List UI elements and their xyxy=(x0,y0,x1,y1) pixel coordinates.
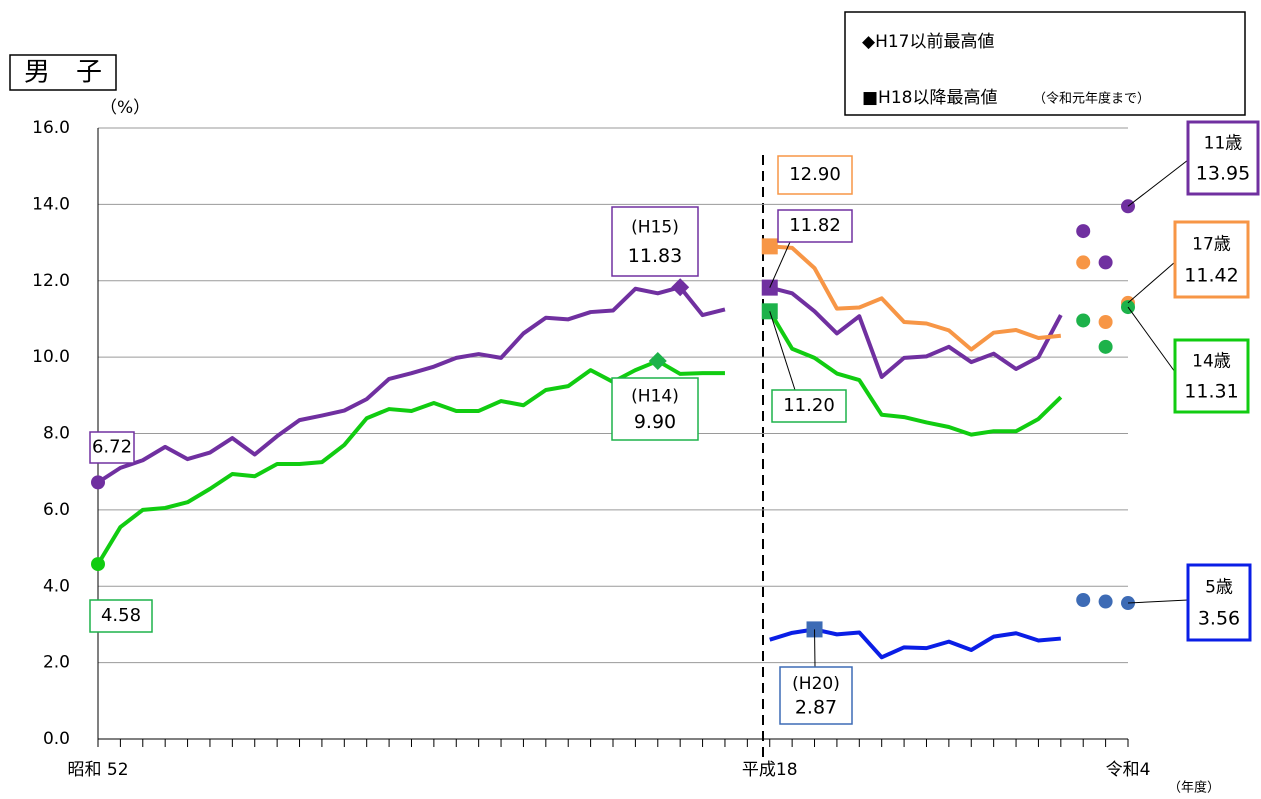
x-tick-label: 昭和 52 xyxy=(67,760,128,780)
marker xyxy=(91,557,105,572)
leader-line xyxy=(1127,261,1176,304)
y-unit: （%） xyxy=(100,98,150,118)
label-box xyxy=(611,206,699,277)
value-label: 11.82 xyxy=(789,215,841,236)
series-line xyxy=(96,285,1063,485)
leader-line xyxy=(769,311,796,391)
y-tick-label: 6.0 xyxy=(43,500,70,520)
x-tick-label: 令和4 xyxy=(1106,760,1151,780)
legend-note: ◆H17以前最高値 xyxy=(862,32,995,52)
x-unit: （年度） xyxy=(1168,780,1220,796)
label-note: (H20) xyxy=(792,674,840,694)
point xyxy=(1098,594,1113,609)
chart-title: 男 子 xyxy=(24,58,102,88)
marker xyxy=(671,278,690,297)
label-box xyxy=(779,666,853,725)
legend-note: ■H18以降最高値 xyxy=(862,88,997,108)
series-name: 11歳 xyxy=(1204,134,1243,154)
label-box xyxy=(777,209,853,243)
y-tick-label: 12.0 xyxy=(32,271,70,291)
leader-line xyxy=(1127,599,1189,604)
label-box xyxy=(89,431,135,464)
value-label: 11.83 xyxy=(628,245,682,267)
y-tick-label: 0.0 xyxy=(43,729,70,749)
point xyxy=(1076,255,1091,270)
marker xyxy=(91,475,105,490)
value-label: 11.42 xyxy=(1184,265,1238,287)
value-label: 4.58 xyxy=(101,605,141,626)
label-box xyxy=(771,389,847,423)
label-note: (H15) xyxy=(631,218,679,238)
marker xyxy=(648,351,667,370)
leader-line xyxy=(1127,306,1176,373)
y-tick-label: 4.0 xyxy=(43,576,70,596)
value-label: 12.90 xyxy=(789,164,841,185)
point xyxy=(1076,224,1091,239)
value-label: 3.56 xyxy=(1198,608,1240,630)
leader-line xyxy=(1127,159,1189,207)
series-name: 5歳 xyxy=(1205,578,1233,598)
y-tick-label: 8.0 xyxy=(43,424,70,444)
series-line xyxy=(769,244,1062,352)
value-label: 2.87 xyxy=(795,697,837,719)
label-box xyxy=(611,377,699,441)
x-tick-label: 平成18 xyxy=(742,760,798,780)
label-box xyxy=(1173,220,1250,299)
point xyxy=(1098,255,1113,270)
label-box xyxy=(1173,338,1250,414)
leader-line xyxy=(769,241,791,288)
value-label: 11.31 xyxy=(1184,380,1238,402)
y-tick-label: 14.0 xyxy=(32,194,70,214)
y-tick-label: 16.0 xyxy=(32,118,70,138)
value-label: 9.90 xyxy=(634,411,676,433)
point xyxy=(1098,314,1113,329)
series-line xyxy=(96,310,1063,566)
label-box xyxy=(1186,120,1260,196)
value-label: 11.20 xyxy=(783,395,835,416)
marker xyxy=(761,238,778,255)
label-box xyxy=(777,155,853,195)
label-box xyxy=(1186,563,1252,642)
point xyxy=(1076,313,1091,328)
point xyxy=(1076,592,1091,607)
y-tick-label: 2.0 xyxy=(43,653,70,673)
series-name: 14歳 xyxy=(1192,352,1231,372)
value-label: 13.95 xyxy=(1196,162,1250,184)
point xyxy=(1098,339,1113,354)
y-tick-label: 10.0 xyxy=(32,347,70,367)
label-note: (H14) xyxy=(631,387,679,407)
legend-box xyxy=(844,11,1246,116)
label-box xyxy=(89,599,153,633)
legend-note: （令和元年度まで） xyxy=(1033,91,1150,107)
series-name: 17歳 xyxy=(1192,235,1231,255)
title-box xyxy=(9,54,117,91)
value-label: 6.72 xyxy=(92,437,132,458)
